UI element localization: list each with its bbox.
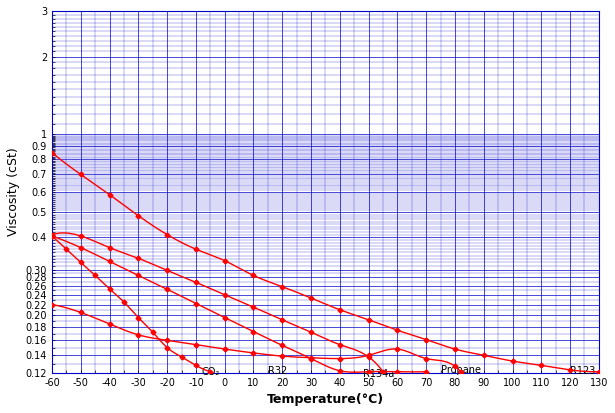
Text: R32: R32 — [268, 366, 287, 376]
Text: R123: R123 — [570, 366, 595, 376]
X-axis label: Temperature(°C): Temperature(°C) — [267, 393, 384, 406]
Y-axis label: Viscosity (cSt): Viscosity (cSt) — [7, 147, 20, 236]
Text: Propane: Propane — [440, 366, 480, 375]
Text: R134a: R134a — [363, 369, 394, 379]
Text: CO₂: CO₂ — [202, 367, 220, 377]
